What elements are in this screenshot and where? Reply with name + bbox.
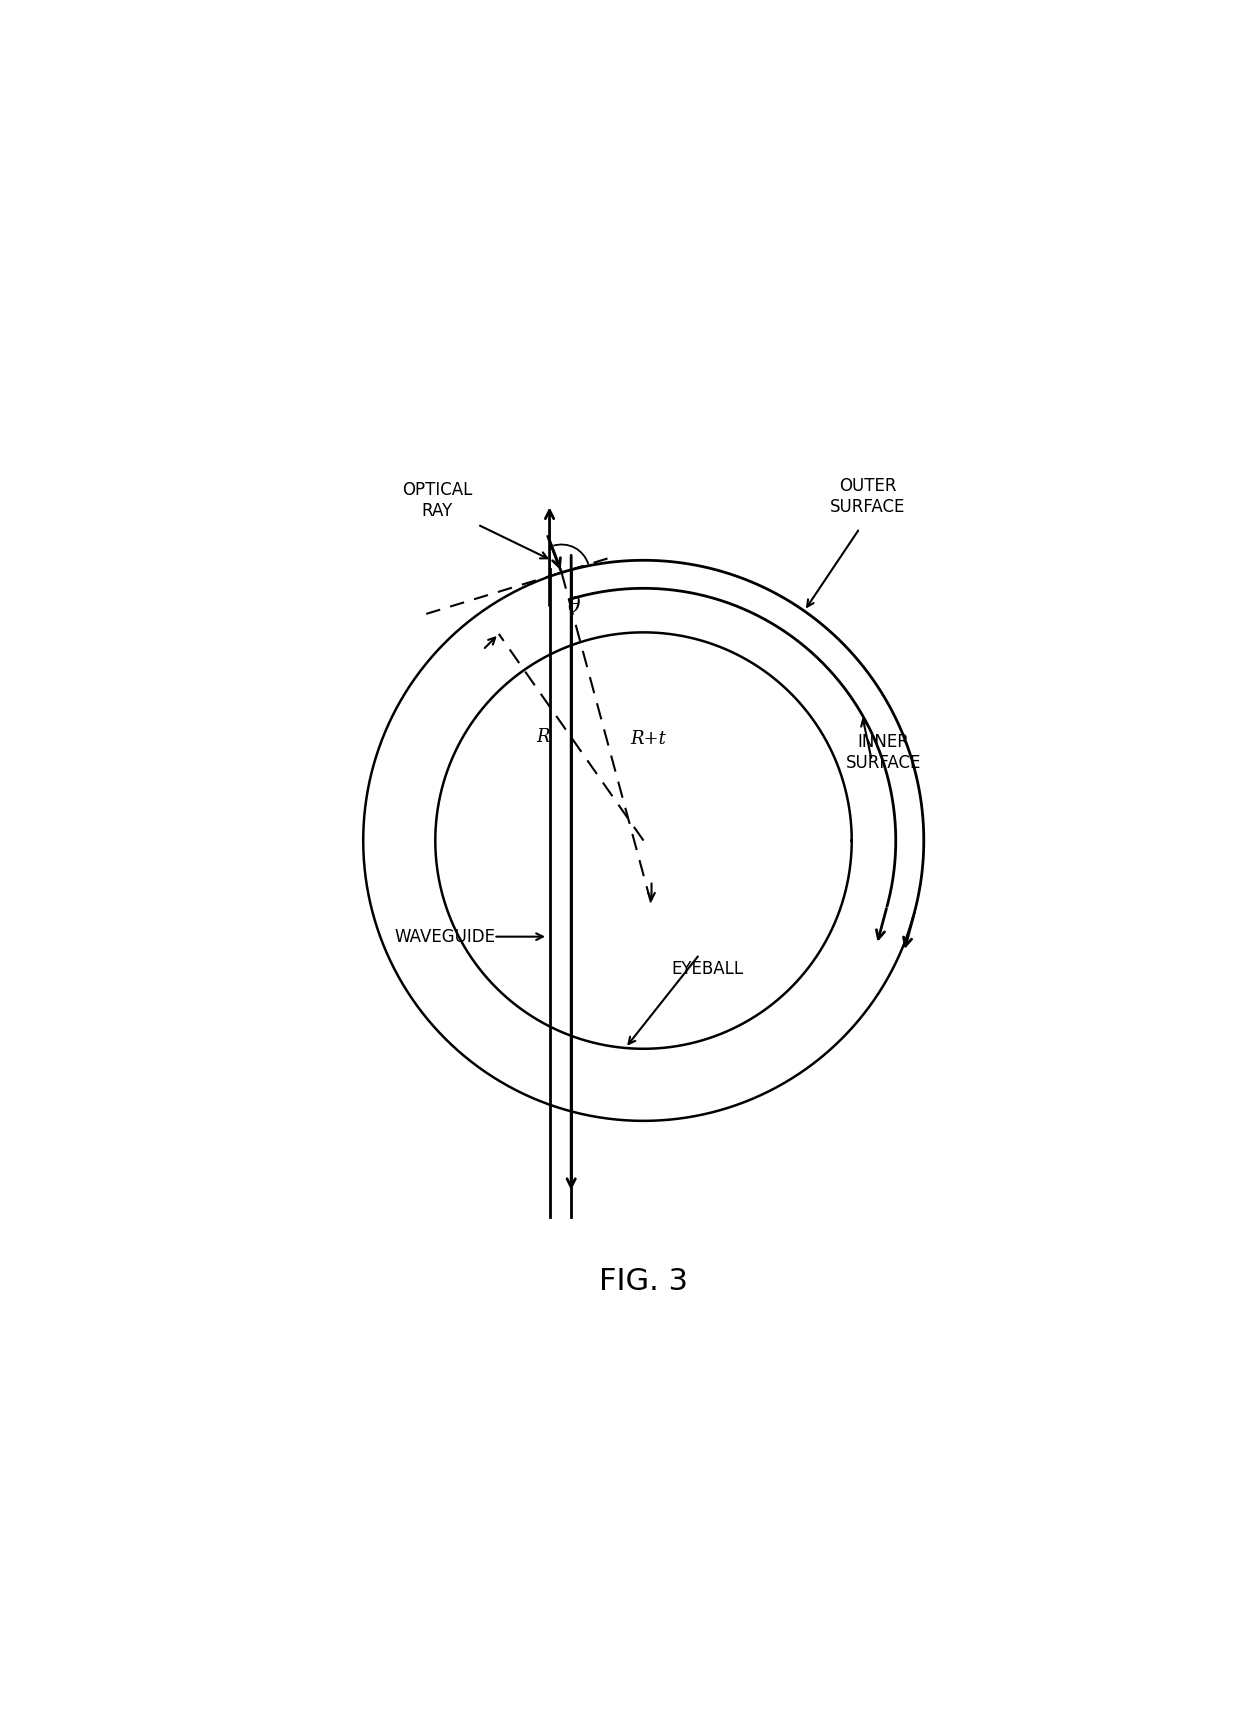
Text: EYEBALL: EYEBALL (672, 960, 744, 977)
Text: R: R (537, 728, 549, 746)
Text: FIG. 3: FIG. 3 (599, 1266, 688, 1295)
Text: OPTICAL
RAY: OPTICAL RAY (402, 482, 472, 519)
Text: WAVEGUIDE: WAVEGUIDE (394, 927, 496, 946)
Text: R+t: R+t (631, 729, 666, 748)
Text: OUTER
SURFACE: OUTER SURFACE (830, 478, 905, 516)
Text: INNER
SURFACE: INNER SURFACE (846, 733, 921, 772)
Text: θ: θ (567, 597, 580, 616)
